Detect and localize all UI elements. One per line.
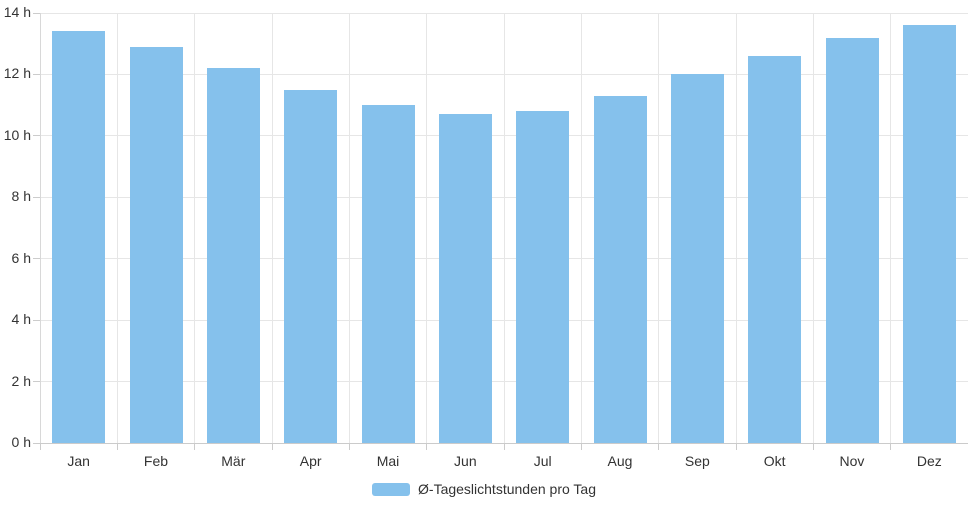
x-axis-label-dez: Dez [916,453,942,469]
bar-mai [361,105,415,443]
x-axis-label-jul: Jul [533,453,552,469]
y-axis-tick [33,381,40,383]
x-gridline [658,13,660,443]
bar-feb [129,46,183,443]
x-axis-label-feb: Feb [143,453,169,469]
y-axis-label: 2 h [11,372,31,389]
y-axis-tick [33,319,40,321]
x-axis-tick [812,444,814,450]
x-axis-label-mär: Mär [221,453,246,469]
y-axis-label: 6 h [11,249,31,266]
x-axis-label-mai: Mai [376,453,400,469]
bar-dez [902,25,956,443]
x-gridline [426,13,428,443]
x-axis-label-aug: Aug [607,453,633,469]
x-axis-label-jan: Jan [67,453,90,469]
x-axis-label-sep: Sep [684,453,710,469]
x-axis-tick [194,444,196,450]
x-gridline [503,13,505,443]
x-gridline [735,13,737,443]
legend-swatch [372,482,411,496]
bar-apr [284,89,338,443]
x-axis-tick [348,444,350,450]
x-axis-tick [735,444,737,450]
x-axis-tick [426,444,428,450]
bar-aug [593,95,647,443]
legend-item-daylight-series[interactable]: Ø-Tageslichtstunden pro Tag [372,481,596,497]
x-axis-label-jun: Jun [454,453,477,469]
y-axis-label: 14 h [3,4,31,20]
x-axis-tick [39,444,41,450]
y-axis-label: 10 h [3,126,31,143]
y-axis-tick [33,73,40,75]
y-axis-line [39,13,41,443]
bar-mär [206,68,260,443]
x-axis-label-apr: Apr [299,453,322,469]
legend-label: Ø-Tageslichtstunden pro Tag [418,481,596,497]
x-axis-label-nov: Nov [839,453,865,469]
y-axis-label: 12 h [3,65,31,82]
x-axis-tick [658,444,660,450]
x-gridline [271,13,273,443]
bar-nov [825,37,879,443]
bar-jul [516,111,570,443]
bar-jan [52,31,106,443]
x-gridline [116,13,118,443]
y-axis-tick [33,258,40,260]
y-axis-tick [33,12,40,14]
x-axis-tick [271,444,273,450]
y-axis-label: 8 h [11,188,31,205]
y-axis-label: 4 h [11,311,31,328]
bar-okt [748,56,802,443]
x-axis-line [36,443,968,444]
x-gridline [890,13,892,443]
x-gridline [812,13,814,443]
y-axis-label: 0 h [11,434,31,450]
x-axis-label-okt: Okt [763,453,786,469]
chart-legend: Ø-Tageslichtstunden pro Tag [0,481,968,497]
x-gridline [194,13,196,443]
x-axis-tick [116,444,118,450]
bar-jun [438,114,492,443]
x-gridline [580,13,582,443]
y-axis-tick [33,135,40,137]
x-axis-tick [503,444,505,450]
x-axis-tick [890,444,892,450]
y-axis-tick [33,196,40,198]
x-gridline [348,13,350,443]
x-axis-tick [580,444,582,450]
bar-sep [670,74,724,443]
